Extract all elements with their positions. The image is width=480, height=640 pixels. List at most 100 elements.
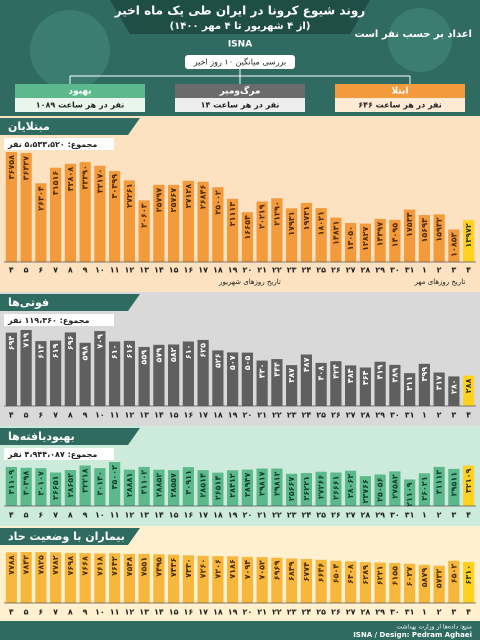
x-tick-label: ۱ [422, 608, 427, 617]
value-label: ۶۸۴۹ [287, 561, 296, 581]
value-label: ۷۱۸۶ [228, 559, 237, 579]
bar [359, 562, 371, 603]
bar [300, 473, 312, 506]
x-tick-label: ۹ [83, 511, 88, 520]
x-tick-label: ۲۹ [375, 511, 385, 520]
x-tick-label: ۲۸ [360, 608, 370, 617]
x-tick-label: ۱ [422, 266, 427, 275]
value-label: ۵۲۶ [213, 353, 222, 368]
bar [241, 556, 253, 603]
bar [212, 187, 224, 262]
value-label: ۴۴۴ [272, 362, 281, 377]
bar [5, 552, 17, 603]
x-tick-label: ۱۳ [139, 266, 149, 275]
x-tick-label: ۲۶ [331, 411, 341, 420]
bar [345, 561, 357, 603]
value-label: ۳۱۱۰۲ [140, 470, 149, 495]
bar [256, 468, 268, 506]
bar [433, 214, 445, 262]
x-tick-label: ۱۳ [139, 411, 149, 420]
x-tick-label: ۳ [451, 608, 456, 617]
bar [286, 473, 298, 506]
value-label: ۱۲۸۲۷ [361, 227, 370, 252]
value-label: ۶۵۰۲ [449, 564, 458, 584]
x-tick-label: ۲۶ [331, 608, 341, 617]
value-label: ۶۱۹ [51, 343, 60, 358]
agency: ISNA [228, 40, 252, 50]
value-label: ۷۶۹۸ [66, 556, 75, 576]
value-label: ۲۶۶۵۱ [51, 475, 60, 499]
connector [69, 69, 411, 84]
value-label: ۳۲۱۰۹ [464, 469, 473, 494]
x-tick-label: ۳ [451, 266, 456, 275]
x-tick-label: ۲۲ [272, 266, 282, 275]
subtitle: (از ۴ شهریور تا ۴ مهر ۱۴۰۰) [170, 21, 311, 32]
x-tick-label: ۳۱ [405, 511, 415, 520]
bar [330, 472, 342, 506]
bar [433, 372, 445, 406]
x-tick-label: ۱۴ [154, 266, 164, 275]
x-tick-label: ۵ [24, 608, 29, 617]
bar [359, 476, 371, 506]
value-label: ۱۳۹۷۲ [464, 223, 473, 248]
bar [168, 184, 180, 262]
x-tick-label: ۱ [422, 411, 427, 420]
x-tick-label: ۳ [451, 411, 456, 420]
value-label: ۲۷۵۸۲ [390, 474, 399, 499]
x-tick-label: ۳۱ [405, 266, 415, 275]
title-ribbon [0, 118, 140, 135]
x-tick-label: ۲۴ [301, 511, 311, 520]
value-label: ۷۴۳۶ [169, 558, 178, 578]
value-label: ۱۸۰۲۱ [317, 211, 326, 235]
x-tick-label: ۱۸ [213, 266, 223, 275]
x-tick-label: ۱۲ [124, 266, 134, 275]
x-tick-label: ۴ [466, 511, 471, 520]
bar [300, 354, 312, 406]
value-label: ۴۸۷ [302, 357, 311, 372]
value-label: ۶۳۱۰ [464, 565, 473, 585]
box-bg [335, 84, 465, 98]
chart-title: فوتی‌ها [8, 296, 49, 309]
bar [374, 218, 386, 262]
x-tick-label: ۷ [53, 608, 58, 617]
x-tick-label: ۲۷ [346, 608, 356, 617]
value-label: ۲۸۰ [449, 379, 458, 394]
title-ribbon [0, 528, 140, 545]
bar [35, 341, 47, 406]
value-label: ۳۸۹ [390, 368, 399, 383]
value-label: ۳۱۷ [435, 375, 444, 390]
x-tick-label: ۲۳ [287, 608, 297, 617]
value-label: ۳۲۱۷۰ [95, 169, 104, 193]
x-tick-label: ۱۲ [124, 511, 134, 520]
value-label: ۱۷۵۳۳ [405, 212, 414, 237]
x-tick-label: ۲۵ [316, 411, 326, 420]
x-tick-label: ۵ [24, 411, 29, 420]
bar [109, 171, 121, 262]
total-box [4, 448, 114, 460]
value-label: ۴۱۹ [376, 365, 385, 380]
value-label: ۲۸۸۵۲ [154, 473, 163, 498]
x-tick-label: ۸ [68, 511, 73, 520]
value-label: ۲۵۷۶۷ [169, 188, 178, 213]
value-label: ۷۶۶۸ [81, 556, 90, 576]
value-label: ۳۱۱۰۹ [7, 470, 16, 495]
x-tick-label: ۳۰ [390, 411, 400, 420]
bar [138, 346, 150, 406]
x-tick-label: ۱۹ [228, 411, 238, 420]
x-tick-label: ۱۷ [198, 266, 208, 275]
bar [404, 479, 416, 506]
bar [227, 470, 239, 506]
x-tick-label: ۲۱ [257, 608, 267, 617]
bar [79, 342, 91, 406]
title-ribbon [0, 294, 140, 311]
chart-title: بیماران با وضعیت حاد [8, 530, 125, 543]
x-tick-label: ۲۲ [272, 411, 282, 420]
bar [404, 209, 416, 262]
value-label: ۲۹۵۱۱ [449, 472, 458, 496]
bar [123, 180, 135, 262]
bar [256, 201, 268, 262]
total-box [4, 138, 114, 150]
value-label: ۳۰۱۴۰ [95, 471, 104, 495]
value-label: ۱۶۶۵۴ [243, 215, 252, 240]
x-tick-label: ۲۲ [272, 511, 282, 520]
